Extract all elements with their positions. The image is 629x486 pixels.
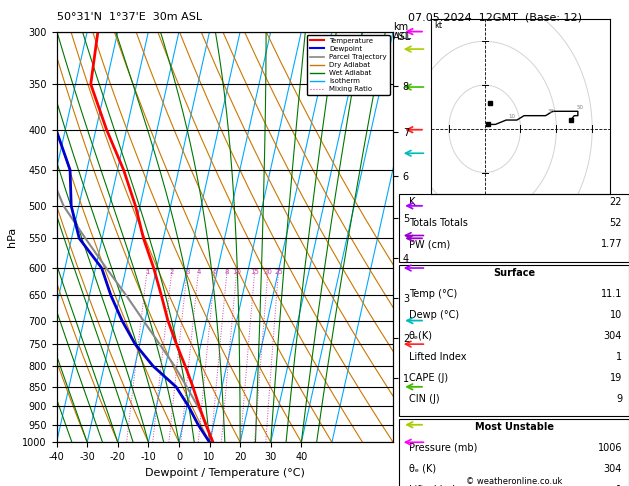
Text: Lifted Index: Lifted Index	[409, 351, 466, 362]
Text: kt: kt	[435, 21, 443, 30]
Text: Dewp (°C): Dewp (°C)	[409, 310, 459, 320]
Text: LCL: LCL	[396, 32, 411, 41]
Text: 11.1: 11.1	[601, 289, 622, 298]
Text: © weatheronline.co.uk: © weatheronline.co.uk	[466, 477, 562, 486]
Text: 22: 22	[610, 197, 622, 208]
Text: 50: 50	[576, 105, 583, 110]
Text: Totals Totals: Totals Totals	[409, 218, 467, 228]
Text: 6: 6	[213, 269, 218, 275]
Text: 4: 4	[196, 269, 201, 275]
Text: 304: 304	[604, 464, 622, 474]
Text: 1: 1	[616, 485, 622, 486]
Text: 10: 10	[508, 114, 515, 119]
Text: 304: 304	[604, 330, 622, 341]
Text: Pressure (mb): Pressure (mb)	[409, 443, 477, 453]
Bar	[399, 265, 629, 416]
Text: 1: 1	[616, 351, 622, 362]
X-axis label: Dewpoint / Temperature (°C): Dewpoint / Temperature (°C)	[145, 468, 305, 478]
Text: Lifted Index: Lifted Index	[409, 485, 466, 486]
Text: θₑ(K): θₑ(K)	[409, 330, 433, 341]
Text: θₑ (K): θₑ (K)	[409, 464, 436, 474]
Text: km: km	[393, 22, 408, 32]
Text: 19: 19	[610, 373, 622, 382]
Text: 1006: 1006	[598, 443, 622, 453]
Text: 1: 1	[145, 269, 150, 275]
Text: 15: 15	[250, 269, 259, 275]
Text: 10: 10	[232, 269, 242, 275]
Text: ASL: ASL	[393, 32, 411, 42]
Y-axis label: hPa: hPa	[7, 227, 17, 247]
Text: 20: 20	[264, 269, 272, 275]
Text: 10: 10	[610, 310, 622, 320]
Bar	[399, 194, 629, 262]
Bar	[399, 419, 629, 486]
Text: 52: 52	[610, 218, 622, 228]
Text: 3: 3	[185, 269, 189, 275]
Text: K: K	[409, 197, 415, 208]
Text: Surface: Surface	[493, 268, 535, 278]
Text: 8: 8	[225, 269, 230, 275]
Text: CAPE (J): CAPE (J)	[409, 373, 448, 382]
Text: Temp (°C): Temp (°C)	[409, 289, 457, 298]
Text: 25: 25	[274, 269, 283, 275]
Text: CIN (J): CIN (J)	[409, 394, 439, 403]
Text: 50°31'N  1°37'E  30m ASL: 50°31'N 1°37'E 30m ASL	[57, 12, 202, 22]
Text: 07.05.2024  12GMT  (Base: 12): 07.05.2024 12GMT (Base: 12)	[408, 12, 582, 22]
Legend: Temperature, Dewpoint, Parcel Trajectory, Dry Adiabat, Wet Adiabat, Isotherm, Mi: Temperature, Dewpoint, Parcel Trajectory…	[307, 35, 389, 95]
Text: PW (cm): PW (cm)	[409, 239, 450, 249]
Text: 1.77: 1.77	[601, 239, 622, 249]
Text: Most Unstable: Most Unstable	[475, 422, 554, 432]
Text: 2: 2	[170, 269, 174, 275]
Text: 30: 30	[547, 109, 554, 115]
Text: 9: 9	[616, 394, 622, 403]
